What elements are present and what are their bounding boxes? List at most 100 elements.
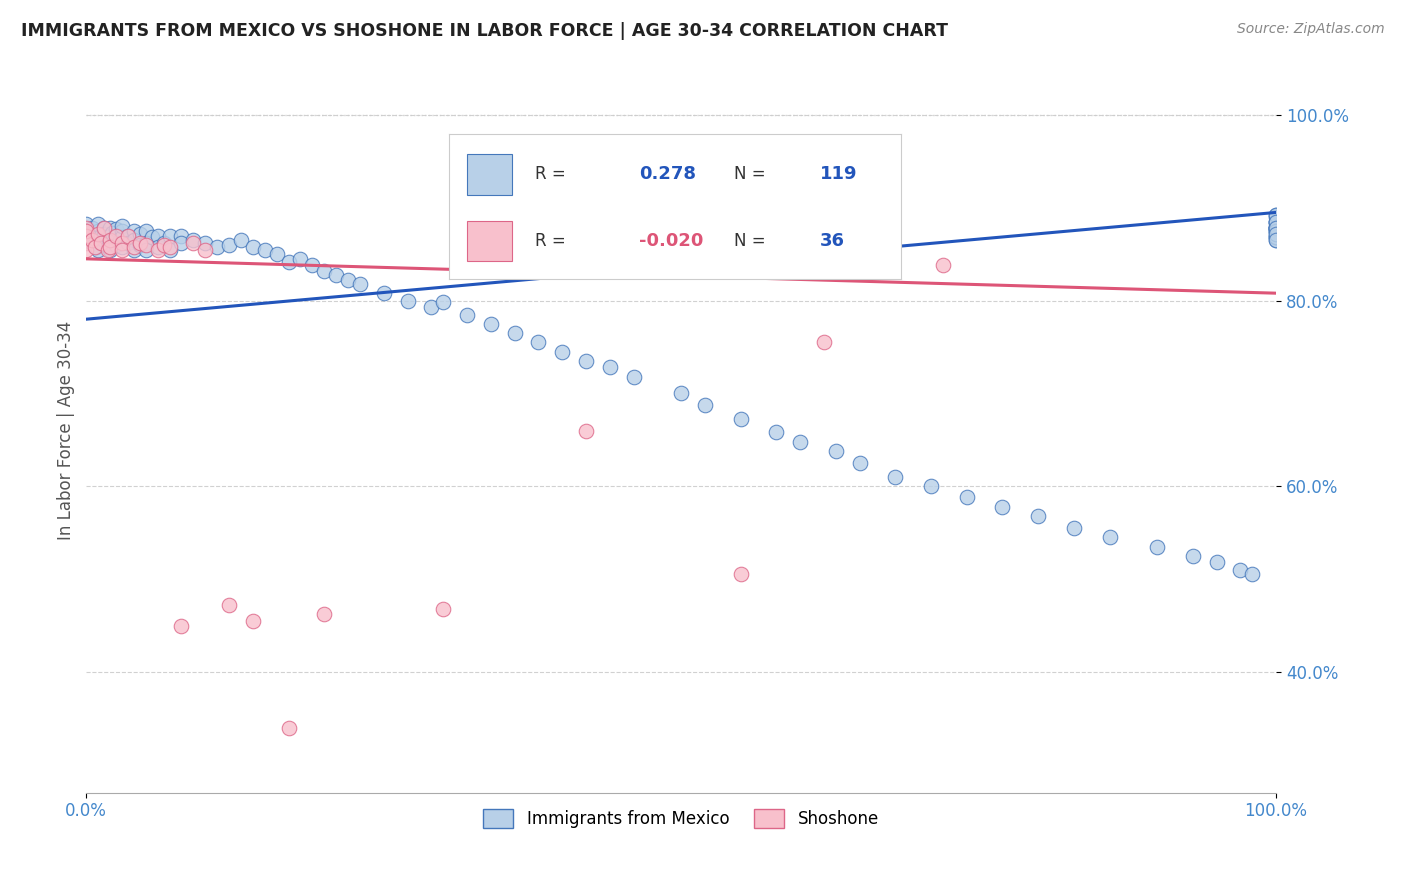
Point [396, 293, 419, 308]
Point [90, 235, 112, 250]
Point [623, 369, 645, 384]
Point [75, 228, 97, 243]
Point [111, 240, 134, 254]
Point [82, 233, 104, 247]
Point [1098, 530, 1121, 544]
Point [599, 360, 621, 375]
Point [87, 227, 110, 241]
Point [956, 491, 979, 505]
Point [98, 240, 121, 254]
Point [75, 228, 97, 243]
Point [82, 235, 104, 250]
Point [932, 258, 955, 272]
Point [277, 721, 299, 735]
Point [83, 228, 105, 243]
Legend: Immigrants from Mexico, Shoshone: Immigrants from Mexico, Shoshone [477, 803, 886, 835]
Point [456, 308, 478, 322]
Point [170, 228, 193, 243]
Point [314, 607, 336, 622]
Point [669, 386, 692, 401]
Point [575, 424, 598, 438]
Point [170, 618, 193, 632]
Point [75, 224, 97, 238]
Point [1265, 221, 1288, 235]
Point [575, 354, 598, 368]
Point [1205, 556, 1227, 570]
Point [1181, 549, 1204, 563]
Point [98, 243, 121, 257]
Point [105, 222, 128, 236]
Point [1265, 230, 1288, 244]
Point [105, 228, 128, 243]
Y-axis label: In Labor Force | Age 30-34: In Labor Force | Age 30-34 [58, 321, 75, 541]
Point [242, 240, 264, 254]
Point [159, 243, 181, 257]
Point [87, 218, 110, 232]
Point [135, 243, 157, 257]
Point [97, 240, 120, 254]
Point [242, 614, 264, 628]
Point [98, 221, 121, 235]
Point [1026, 508, 1049, 523]
Text: Source: ZipAtlas.com: Source: ZipAtlas.com [1237, 22, 1385, 37]
Point [1265, 224, 1288, 238]
Point [848, 456, 870, 470]
Point [128, 227, 150, 241]
Point [122, 240, 145, 254]
Point [128, 238, 150, 252]
Point [1265, 230, 1288, 244]
Point [218, 238, 240, 252]
Point [82, 221, 104, 235]
Point [122, 233, 145, 247]
Point [75, 221, 97, 235]
Point [789, 434, 811, 449]
Point [765, 425, 787, 440]
Point [229, 233, 252, 247]
Point [117, 228, 139, 243]
Point [152, 235, 174, 250]
Point [349, 277, 371, 291]
Point [83, 240, 105, 254]
Point [373, 286, 395, 301]
Point [1265, 221, 1288, 235]
Point [813, 335, 835, 350]
Point [1265, 230, 1288, 244]
Point [75, 233, 97, 247]
Point [93, 227, 115, 241]
Point [141, 230, 163, 244]
Point [218, 598, 240, 612]
Point [1241, 567, 1264, 582]
Point [1265, 221, 1288, 235]
Point [1265, 227, 1288, 241]
Point [1063, 521, 1085, 535]
Point [98, 235, 121, 250]
Point [111, 219, 134, 234]
Point [884, 470, 907, 484]
Point [551, 344, 574, 359]
Point [122, 224, 145, 238]
Point [194, 243, 217, 257]
Point [111, 230, 134, 244]
Point [825, 444, 848, 458]
Point [420, 300, 443, 314]
Point [87, 224, 110, 238]
Point [105, 228, 128, 243]
Point [1265, 219, 1288, 234]
Point [730, 567, 752, 582]
Point [183, 235, 205, 250]
Point [337, 273, 360, 287]
Point [1265, 233, 1288, 247]
Point [111, 243, 134, 257]
Point [135, 238, 157, 252]
Point [432, 295, 454, 310]
Point [159, 240, 181, 254]
Point [146, 228, 169, 243]
Point [1265, 221, 1288, 235]
Point [152, 238, 174, 252]
Point [314, 264, 336, 278]
Point [75, 235, 97, 250]
Point [101, 226, 124, 240]
Point [479, 317, 502, 331]
Point [122, 243, 145, 257]
Point [97, 243, 120, 257]
